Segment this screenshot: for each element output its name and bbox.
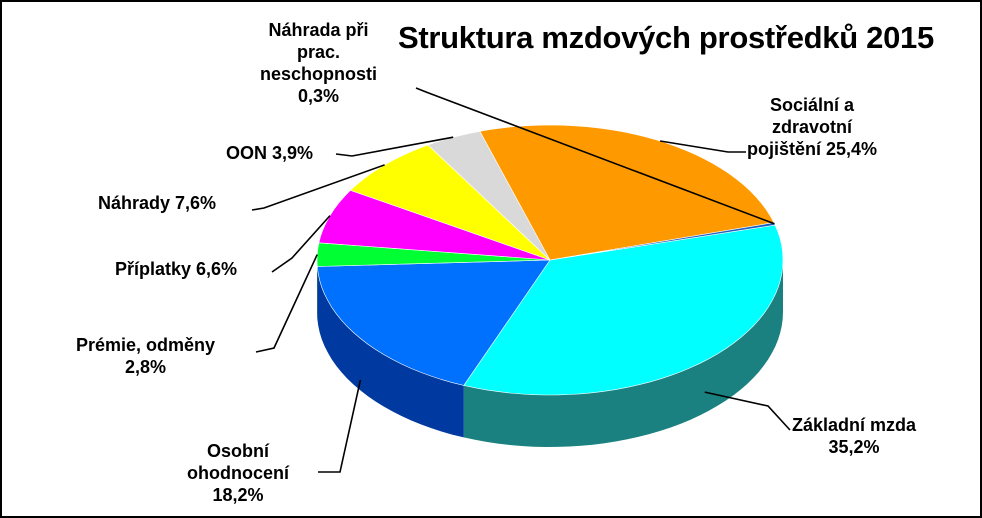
label-nahrady: Náhrady 7,6%: [98, 193, 217, 213]
leader-lines: [251, 87, 791, 473]
label-premie-odmeny: Prémie, odměny 2,8%: [76, 335, 216, 377]
chart-title: Struktura mzdových prostředků 2015: [398, 20, 934, 55]
pie-slice-1: [316, 259, 551, 386]
label-oon: OON 3,9%: [226, 143, 314, 163]
leader-line-3: [271, 215, 331, 273]
leader-line-4: [251, 164, 385, 211]
pie-slice-5: [427, 130, 551, 261]
label-nahrada-neschopnost: Náhrada při prac. neschopnosti 0,3%: [260, 20, 378, 106]
pie-side-0: [463, 260, 783, 447]
leader-line-0: [704, 391, 791, 431]
pie-slice-0: [463, 224, 784, 396]
label-priplatky: Příplatky 6,6%: [115, 259, 238, 279]
pie-side-1: [317, 266, 464, 438]
label-socialni-zdravotni: Sociální a zdravotní pojištění 25,4%: [747, 95, 878, 159]
leader-line-6: [659, 140, 746, 153]
pie-top-faces: [316, 124, 784, 396]
pie-side-walls: [317, 260, 783, 447]
leader-line-2: [255, 254, 318, 353]
leader-line-5: [335, 136, 454, 157]
label-osobni-ohodnoceni: Osobní ohodnocení 18,2%: [187, 441, 289, 505]
leader-line-7: [415, 87, 775, 225]
label-zakladni-mzda: Základní mzda 35,2%: [792, 415, 917, 457]
leader-line-1: [318, 379, 362, 473]
